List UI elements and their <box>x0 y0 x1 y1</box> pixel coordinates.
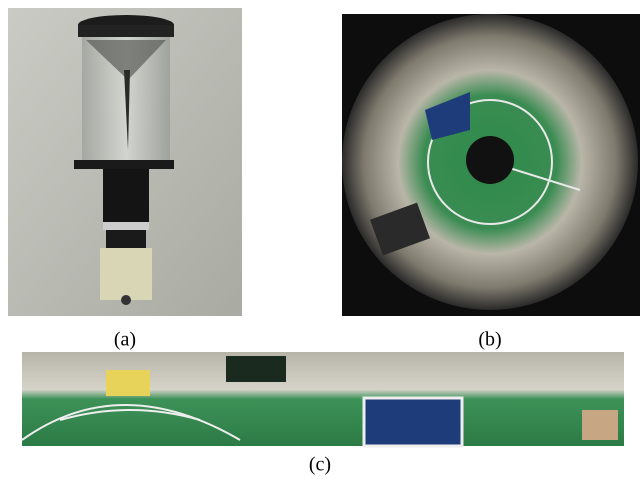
panel-label: (c) <box>309 454 331 476</box>
photo-b <box>342 14 640 316</box>
panel-label: (a) <box>114 329 136 351</box>
photo-a <box>8 8 242 316</box>
photo-c <box>21 352 624 448</box>
panel-label: (b) <box>478 329 501 351</box>
